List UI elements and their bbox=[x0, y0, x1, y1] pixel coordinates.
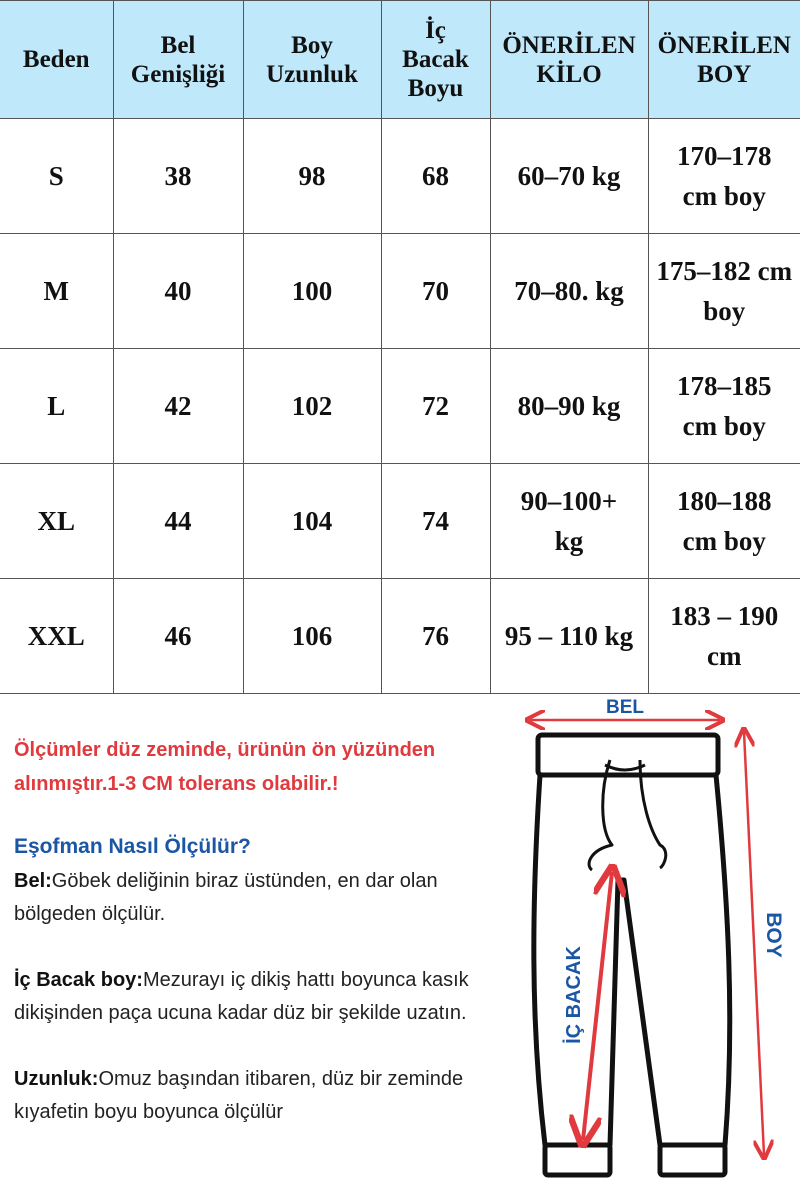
value-cell: 46 bbox=[112, 578, 244, 694]
size-cell: XXL bbox=[0, 578, 114, 694]
value-cell: 44 bbox=[112, 463, 244, 579]
table-row: XXL 46 106 76 95 – 110 kg 183 – 190 cm bbox=[0, 578, 800, 694]
table-row: S 38 98 68 60–70 kg 170–178 cm boy bbox=[0, 118, 800, 234]
size-cell: S bbox=[0, 118, 114, 234]
value-cell: 183 – 190 cm bbox=[647, 578, 800, 694]
value-cell: 38 bbox=[112, 118, 244, 234]
value-cell: 178–185 cm boy bbox=[647, 348, 800, 464]
boy-arrow bbox=[744, 732, 764, 1155]
value-cell: 95 – 110 kg bbox=[489, 578, 649, 694]
how-to-measure-title: Eşofman Nasıl Ölçülür? bbox=[14, 835, 251, 858]
value-cell: 102 bbox=[242, 348, 382, 464]
note-ic-bacak: İç Bacak boy:Mezurayı iç dikiş hattı boy… bbox=[14, 969, 469, 1024]
value-cell: 60–70 kg bbox=[489, 118, 649, 234]
size-chart-table: Beden Bel Genişliği Boy Uzunluk İç Bacak… bbox=[0, 0, 800, 694]
value-cell: 98 bbox=[242, 118, 382, 234]
value-cell: 80–90 kg bbox=[489, 348, 649, 464]
value-cell: 90–100+ kg bbox=[489, 463, 649, 579]
boy-label: BOY bbox=[762, 912, 785, 958]
header-cell: ÖNERİLEN BOY bbox=[647, 0, 800, 119]
value-cell: 106 bbox=[242, 578, 382, 694]
value-cell: 70 bbox=[380, 233, 491, 349]
value-cell: 76 bbox=[380, 578, 491, 694]
value-cell: 42 bbox=[112, 348, 244, 464]
size-cell: XL bbox=[0, 463, 114, 579]
value-cell: 68 bbox=[380, 118, 491, 234]
inseam-arrow bbox=[583, 872, 612, 1140]
header-cell: ÖNERİLEN KİLO bbox=[489, 0, 649, 119]
note-bel: Bel:Göbek deliğinin biraz üstünden, en d… bbox=[14, 870, 438, 925]
header-cell: İç Bacak Boyu bbox=[380, 0, 491, 119]
measurement-notes: Ölçümler düz zeminde, ürünün ön yüzünden… bbox=[14, 733, 524, 1162]
header-cell: Boy Uzunluk bbox=[242, 0, 382, 119]
note-uzunluk: Uzunluk:Omuz başından itibaren, düz bir … bbox=[14, 1068, 464, 1123]
tolerance-warning: Ölçümler düz zeminde, ürünün ön yüzünden… bbox=[14, 739, 436, 795]
value-cell: 170–178 cm boy bbox=[647, 118, 800, 234]
value-cell: 40 bbox=[112, 233, 244, 349]
size-cell: M bbox=[0, 233, 114, 349]
pants-outline bbox=[531, 732, 733, 1178]
bel-label: BEL bbox=[606, 697, 644, 718]
header-cell: Beden bbox=[0, 0, 114, 119]
value-cell: 180–188 cm boy bbox=[647, 463, 800, 579]
table-row: M 40 100 70 70–80. kg 175–182 cm boy bbox=[0, 233, 800, 349]
table-row: L 42 102 72 80–90 kg 178–185 cm boy bbox=[0, 348, 800, 464]
size-cell: L bbox=[0, 348, 114, 464]
header-row: Beden Bel Genişliği Boy Uzunluk İç Bacak… bbox=[0, 0, 800, 119]
value-cell: 74 bbox=[380, 463, 491, 579]
value-cell: 72 bbox=[380, 348, 491, 464]
value-cell: 70–80. kg bbox=[489, 233, 649, 349]
table-row: XL 44 104 74 90–100+ kg 180–188 cm boy bbox=[0, 463, 800, 579]
inseam-label: İÇ BACAK bbox=[562, 946, 585, 1044]
